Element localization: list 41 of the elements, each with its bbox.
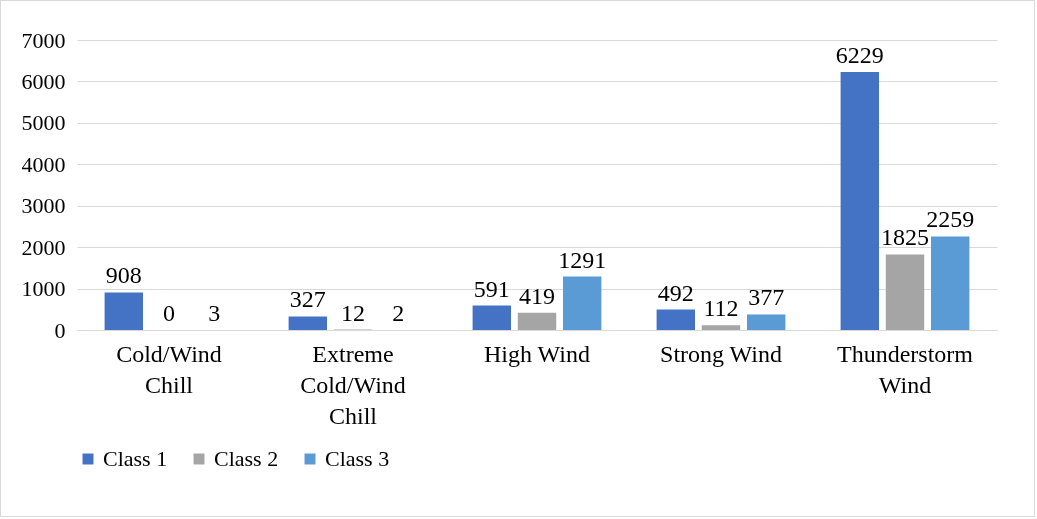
legend-label: Class 1 [103,446,168,471]
bar [104,292,144,330]
data-label: 377 [748,284,785,311]
bar [930,236,970,330]
data-label: 492 [657,279,694,306]
y-tick-label: 0 [54,317,66,343]
data-label: 112 [703,295,739,322]
data-label: 591 [473,275,510,302]
bar [840,71,880,330]
y-tick-label: 1000 [21,276,66,302]
x-tick-label: Extreme Cold/Wind Chill [300,340,406,429]
bar [746,314,786,330]
y-tick-label: 5000 [21,110,66,136]
data-label: 6229 [835,41,884,68]
bar [472,305,512,330]
data-label: 12 [341,299,365,326]
bar [656,309,696,330]
data-label: 0 [163,300,175,326]
y-tick-label: 3000 [21,193,66,219]
x-tick-label: Thunderstorm Wind [837,340,974,398]
data-label: 908 [105,262,142,289]
bar [701,325,741,330]
legend-label: Class 2 [214,446,279,471]
bar [288,316,328,330]
x-tick-label: High Wind [484,340,590,367]
y-tick-label: 6000 [21,68,66,94]
x-tick-label: Cold/Wind Chill [116,340,222,398]
data-label: 327 [289,286,326,313]
y-tick-label: 4000 [21,151,66,177]
bar [885,254,925,330]
data-label: 2 [392,299,405,326]
bar [562,276,602,330]
legend-label: Class 3 [325,446,390,471]
x-tick-label: Strong Wind [660,340,782,367]
y-tick-label: 2000 [21,234,66,260]
data-label: 3 [208,299,221,326]
bar [517,312,557,330]
data-label: 2259 [926,206,975,233]
data-label: 1291 [558,246,607,273]
y-tick-label: 7000 [21,27,66,53]
data-label: 419 [519,282,555,309]
